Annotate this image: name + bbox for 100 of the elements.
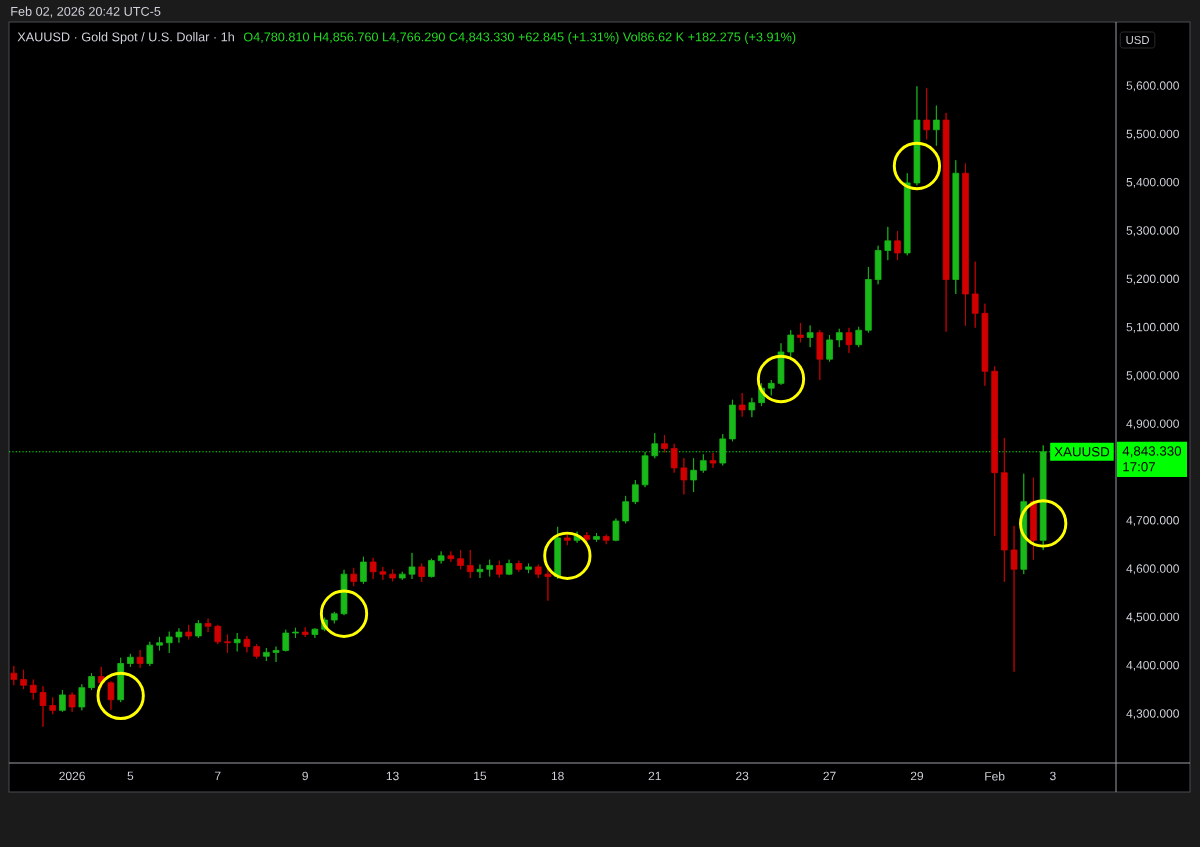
candlestick — [437, 551, 445, 564]
candlestick — [981, 303, 989, 387]
candlestick — [1010, 525, 1018, 673]
candlestick — [991, 366, 998, 537]
candlestick — [476, 564, 484, 579]
x-tick-label: 23 — [736, 771, 749, 781]
candlestick — [272, 646, 280, 663]
candlestick — [301, 626, 309, 638]
candlestick — [787, 329, 795, 358]
candlestick — [534, 564, 542, 579]
x-tick-label: 27 — [823, 771, 836, 781]
x-tick-label: 29 — [910, 771, 924, 781]
x-tick-label: 2026 — [59, 771, 85, 781]
point — [96, 671, 145, 720]
candlestick — [282, 629, 290, 652]
candlestick — [428, 558, 435, 578]
candlestick — [20, 669, 27, 690]
candlestick — [136, 649, 144, 669]
candlestick — [408, 552, 416, 580]
candlestick — [1030, 477, 1037, 561]
candlestick — [505, 559, 513, 576]
y-tick-label: 4,900.000 — [1126, 419, 1179, 430]
candlestick — [622, 495, 629, 524]
x-tick-label: 7 — [215, 771, 221, 780]
candlestick — [117, 657, 124, 703]
candlestick — [127, 653, 134, 668]
candlestick — [719, 433, 727, 466]
point — [756, 354, 806, 404]
x-tick-label: 15 — [474, 771, 487, 781]
x-tick-label: 3 — [1050, 771, 1056, 781]
candlestick — [709, 452, 717, 469]
x-tick-label: 5 — [127, 771, 134, 781]
candlestick — [311, 627, 319, 639]
candlestick — [10, 665, 18, 686]
candlestick — [670, 443, 678, 474]
candlestick — [806, 324, 814, 348]
candlestick — [583, 531, 591, 543]
candlestick — [88, 672, 95, 691]
candlestick — [418, 563, 426, 583]
candlestick — [263, 647, 270, 662]
ref-line-label: XAUUSD — [1054, 447, 1110, 457]
candlestick — [680, 457, 688, 495]
y-tick-label: 4,600.000 — [1126, 564, 1179, 575]
candlestick — [49, 696, 57, 715]
candlestick — [661, 434, 668, 453]
candlestick — [942, 112, 950, 333]
x-tick-label: 18 — [551, 771, 564, 781]
candlestick — [107, 680, 115, 711]
candlestick — [204, 618, 212, 633]
candlestick — [894, 230, 901, 261]
candlestick — [224, 634, 231, 654]
candlestick — [738, 392, 746, 418]
candlestick — [146, 641, 154, 667]
x-tick-label: Feb — [985, 771, 1005, 781]
y-tick-label: 5,000.000 — [1126, 371, 1179, 382]
y-tick-label: 5,500.000 — [1126, 129, 1179, 140]
text: O4,780.810 H4,856.760 L4,766.290 C4,843.330 +62.845 (+1.31%) Vol86.62 K +182.275 (+3.91%) — [243, 32, 796, 44]
candlestick — [865, 266, 872, 334]
candlestick — [466, 549, 474, 579]
candlestick — [1039, 444, 1047, 551]
candlestick — [777, 342, 785, 386]
y-tick-label: 5,300.000 — [1126, 226, 1179, 237]
y-tick-label: 5,600.000 — [1126, 81, 1179, 92]
y-tick-label: 4,400.000 — [1126, 660, 1179, 671]
candlestick — [156, 636, 163, 651]
candlestick — [214, 624, 222, 645]
candlestick — [651, 432, 659, 459]
candlestick — [612, 518, 620, 542]
y-tick-label: 4,300.000 — [1126, 709, 1179, 720]
candlestick — [68, 692, 76, 713]
candlestick — [360, 556, 367, 585]
candlestick — [340, 569, 348, 616]
candlestick — [369, 557, 377, 580]
candlestick — [952, 159, 960, 295]
text: Feb 02, 2026 20:42 UTC-5 — [11, 6, 161, 18]
candlestick — [389, 568, 396, 582]
candlestick — [457, 549, 464, 570]
candlestick — [690, 457, 697, 493]
candlestick — [826, 334, 833, 363]
candlestick — [78, 683, 86, 711]
y-tick-label: 4,700.000 — [1126, 516, 1179, 526]
candlestick — [816, 329, 824, 381]
candlestick — [632, 479, 639, 505]
candlestick — [855, 326, 862, 348]
candlestick — [59, 689, 66, 713]
candlestick — [1001, 437, 1008, 583]
candlestick — [525, 563, 532, 574]
candlestick — [641, 451, 649, 488]
candlestick — [767, 379, 775, 396]
point — [543, 531, 592, 580]
candlestick — [729, 399, 736, 442]
x-tick-label: 13 — [386, 771, 399, 781]
candlestick — [350, 567, 358, 587]
candlestick — [185, 624, 192, 640]
candlestick — [496, 560, 503, 578]
y-tick-label: 5,200.000 — [1126, 274, 1179, 285]
candlestick — [554, 526, 561, 580]
candlestick — [962, 163, 969, 327]
candlestick — [243, 635, 251, 653]
candlestick — [913, 85, 921, 186]
